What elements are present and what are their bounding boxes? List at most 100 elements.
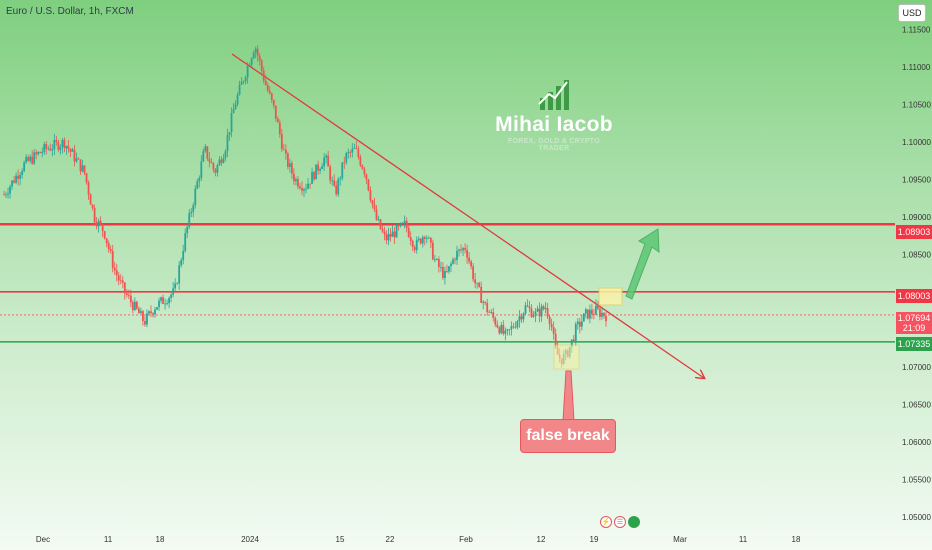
current-price-value: 1.07694 [897,313,931,323]
candle-body [413,247,416,251]
candle-body [216,165,219,173]
candle-body [238,84,241,95]
candle-body [121,280,124,283]
candle-body [182,250,185,261]
candle-body [19,174,22,179]
candle-body [278,122,281,135]
candle-body [43,143,46,152]
x-axis: Dec 11 18 2024 15 22 Feb 12 19 Mar 11 18 [36,535,801,544]
candle-body [65,146,68,149]
candle-body [601,312,603,317]
candle-body [377,219,380,221]
candle-body [319,168,322,171]
candle-body [176,283,179,285]
candle-body [371,200,374,205]
candle-body [349,152,352,153]
replay-icon[interactable] [628,516,640,528]
candle-body [232,109,235,114]
candle-body [25,157,28,163]
candle-body [113,267,116,271]
candle-body [254,48,257,53]
candle-body [578,321,581,327]
candle-body [93,207,96,223]
candle-body [236,94,239,105]
candle-body [351,148,354,153]
candle-body [148,311,150,314]
candle-body [548,316,551,325]
candle-body [433,259,436,261]
candle-body [524,305,527,314]
candle-body [456,250,458,260]
candle-body [274,105,277,119]
candle-body [168,297,170,304]
candle-body [77,158,80,160]
candle-body [591,309,593,315]
currency-button[interactable]: USD [898,4,926,22]
candle-body [466,249,468,258]
candle-body [448,266,450,272]
candle-body [204,146,207,152]
candle-body [363,168,366,175]
candle-body [353,147,356,149]
candle-body [186,226,189,234]
candle-body [496,324,499,328]
candle-body [248,64,251,66]
candle-body [137,308,140,314]
candle-body [425,237,428,239]
candle-body [435,259,438,260]
candle-body [33,152,36,164]
candle-body [170,294,173,298]
candle-body [508,329,511,331]
x-tick-label: 18 [156,535,165,544]
candle-body [582,313,585,322]
x-tick-label: 19 [590,535,599,544]
candle-body [588,309,591,319]
candle-body [61,139,64,147]
current-price-tag: 1.07694 21:09 [896,312,932,334]
candle-body [264,80,267,86]
candle-body [158,300,160,308]
x-tick-label: 12 [537,535,546,544]
y-tick-label: 1.09000 [902,213,931,222]
lightning-icon[interactable]: ⚡ [600,516,612,528]
alert-icon[interactable]: ☰ [614,516,626,528]
candle-body [69,148,72,152]
candle-body [528,306,531,309]
candle-body [5,194,7,196]
x-tick-label: 11 [104,535,113,544]
candle-body [506,329,509,331]
candle-body [87,182,90,195]
candle-body [37,152,40,155]
candle-body [226,135,229,152]
candle-body [486,303,489,312]
x-tick-label: Dec [36,535,50,544]
candle-body [188,213,191,227]
y-tick-label: 1.06000 [902,438,931,447]
candle-body [95,222,98,227]
candle-body [75,158,78,162]
candle-body [500,324,503,334]
candle-body [295,179,297,182]
candle-body [31,156,34,164]
candle-body [282,148,285,150]
candle-body [140,311,142,314]
candle-body [595,305,597,315]
candle-body [389,234,392,237]
brand-watermark: Mihai Iacob FOREX, GOLD & CRYPTO TRADER [492,76,616,152]
candle-body [417,238,420,241]
resistance-upper-tag: 1.08903 [896,225,932,239]
y-tick-label: 1.11000 [902,63,931,72]
candle-body [297,179,299,187]
candle-body [540,306,543,317]
candle-body [21,171,24,175]
candle-body [85,173,88,183]
x-tick-label: 2024 [241,535,259,544]
y-tick-label: 1.10000 [902,138,931,147]
candle-body [339,178,342,180]
candle-body [142,311,144,322]
candle-body [192,205,195,212]
candle-body [184,233,187,251]
candle-body [518,316,521,322]
y-axis: 1.11500 1.11000 1.10500 1.10000 1.09500 1.090… [902,26,931,523]
